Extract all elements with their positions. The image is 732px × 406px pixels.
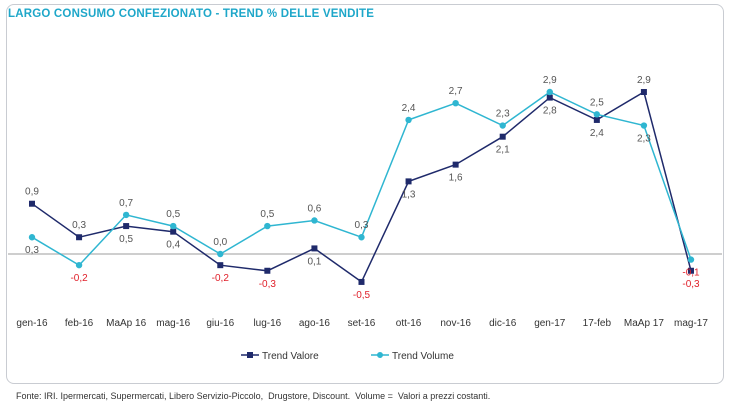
volume-point <box>28 234 36 241</box>
valore-data-label: 2,8 <box>543 106 557 117</box>
volume-point <box>311 217 318 224</box>
x-tick-label: dic-16 <box>489 318 517 329</box>
volume-data-label: 0,5 <box>166 209 180 220</box>
valore-data-label: 0,5 <box>119 234 133 245</box>
volume-data-label: 2,3 <box>637 134 651 145</box>
valore-point <box>76 234 83 241</box>
valore-point <box>29 200 35 207</box>
x-tick-label: mag-17 <box>674 318 708 329</box>
valore-point <box>358 278 365 285</box>
volume-data-label: 2,7 <box>449 86 463 97</box>
chart-frame <box>6 4 724 384</box>
volume-data-label: 0,7 <box>119 198 133 209</box>
volume-data-label: 2,3 <box>496 109 510 120</box>
x-tick-label: giu-16 <box>206 318 234 329</box>
valore-data-label: 2,9 <box>637 75 651 86</box>
volume-point <box>75 261 83 269</box>
valore-data-label: 2,4 <box>590 128 604 139</box>
volume-data-label: 2,5 <box>590 97 604 108</box>
volume-data-label: 0,3 <box>25 245 39 256</box>
x-tick-label: nov-16 <box>440 318 471 329</box>
volume-data-label: 2,4 <box>402 103 416 114</box>
volume-point <box>687 256 695 263</box>
x-tick-label: gen-16 <box>16 318 48 329</box>
x-tick-label: mag-16 <box>156 318 190 329</box>
x-tick-label: ago-16 <box>299 318 331 329</box>
legend-label-valore: Trend Valore <box>262 351 319 362</box>
volume-data-label: 0,6 <box>307 203 321 214</box>
valore-data-label: -0,5 <box>353 290 371 301</box>
volume-point <box>593 111 601 118</box>
valore-point <box>311 245 318 252</box>
valore-point <box>640 89 647 96</box>
volume-point <box>264 222 271 230</box>
volume-point <box>546 88 553 96</box>
x-tick-label: MaAp 17 <box>624 318 664 329</box>
volume-point <box>405 116 412 124</box>
volume-data-label: 0,0 <box>213 237 227 248</box>
x-tick-label: lug-16 <box>253 318 281 329</box>
volume-point <box>122 211 130 219</box>
valore-data-label: 0,4 <box>166 240 180 251</box>
valore-data-label: -0,3 <box>259 279 277 290</box>
valore-point <box>405 178 412 185</box>
volume-data-label: -0,1 <box>682 268 700 279</box>
valore-data-label: 0,9 <box>25 187 39 198</box>
volume-point <box>358 234 365 241</box>
valore-data-label: 0,1 <box>307 256 321 267</box>
volume-data-label: 0,3 <box>355 220 369 231</box>
legend-marker-volume <box>377 352 383 358</box>
valore-point <box>264 267 271 274</box>
chart-title: LARGO CONSUMO CONFEZIONATO - TREND % DEL… <box>8 8 375 20</box>
volume-point <box>170 222 177 230</box>
valore-data-label: 1,3 <box>402 189 416 200</box>
valore-data-label: 2,1 <box>496 145 510 156</box>
x-tick-label: ott-16 <box>396 318 422 329</box>
volume-point <box>217 250 224 258</box>
valore-point <box>123 223 130 230</box>
x-tick-label: set-16 <box>348 318 376 329</box>
volume-data-label: -0,2 <box>70 273 88 284</box>
valore-point <box>546 94 553 101</box>
x-tick-label: feb-16 <box>65 318 94 329</box>
valore-point <box>499 133 506 140</box>
volume-data-label: 0,5 <box>260 209 274 220</box>
source-note: Fonte: IRI. Ipermercati, Supermercati, L… <box>16 391 491 401</box>
x-tick-label: MaAp 16 <box>106 318 146 329</box>
valore-data-label: 1,6 <box>449 173 463 184</box>
valore-data-label: 0,3 <box>72 220 86 231</box>
legend-label-volume: Trend Volume <box>392 351 454 362</box>
valore-point <box>452 161 459 168</box>
valore-point <box>217 262 224 269</box>
x-tick-label: 17-feb <box>583 318 612 329</box>
valore-data-label: -0,2 <box>212 273 230 284</box>
valore-point <box>170 228 177 235</box>
volume-data-label: 2,9 <box>543 75 557 86</box>
legend-marker-valore <box>247 352 253 358</box>
volume-point <box>640 122 648 129</box>
valore-point <box>593 116 600 123</box>
valore-data-label: -0,3 <box>682 279 700 290</box>
volume-point <box>499 122 506 129</box>
x-tick-label: gen-17 <box>534 318 566 329</box>
valore-point <box>687 267 694 274</box>
volume-point <box>452 99 459 107</box>
